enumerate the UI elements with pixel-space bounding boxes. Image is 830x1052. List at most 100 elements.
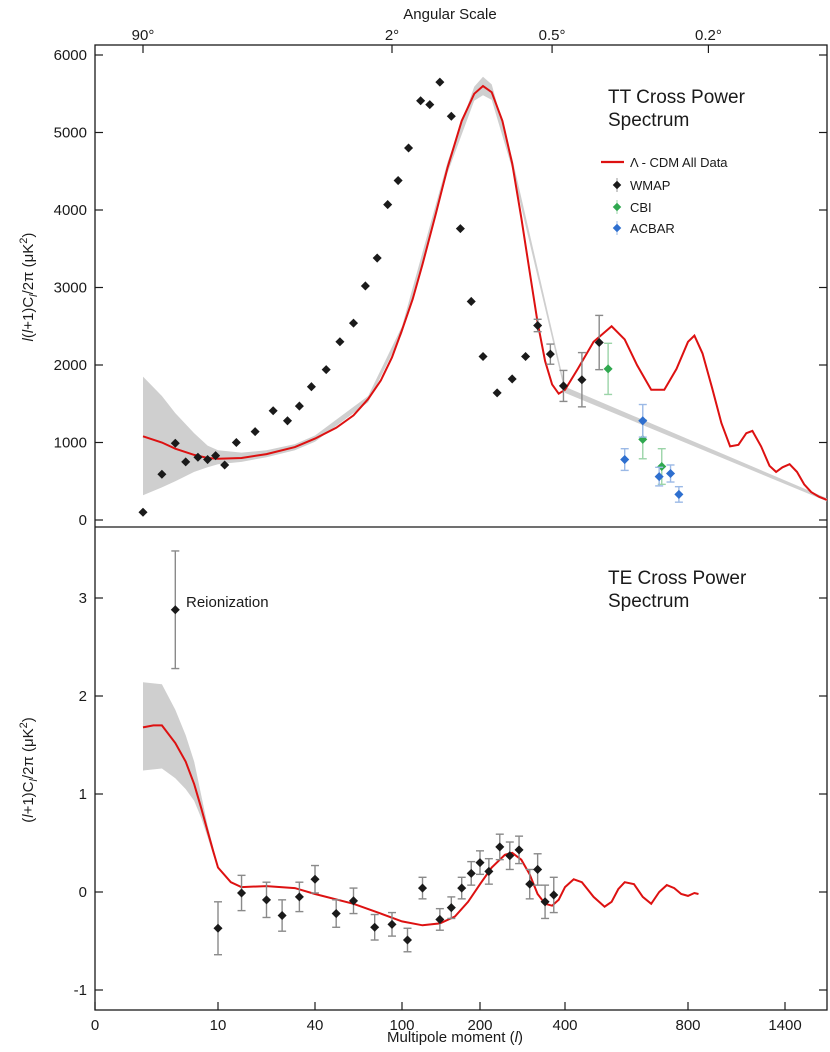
te-wmap-point (294, 892, 304, 902)
bottom-axis-ticks: 0 10 40 100 200 400 800 1400 (91, 1002, 802, 1034)
tt-wmap-point (220, 460, 230, 470)
te-wmap-point (495, 842, 505, 852)
te-ytick-label: -1 (74, 982, 87, 999)
te-wmap-point (277, 910, 287, 921)
te-ytick-label: 1 (79, 786, 87, 803)
tt-wmap-point (250, 427, 260, 437)
tt-band-area (143, 76, 827, 502)
te-wmap-point (310, 874, 320, 884)
tt-wmap-point (455, 224, 465, 234)
legend-label-model: Λ - CDM All Data (630, 155, 728, 170)
top-tick-label: 0.5° (539, 27, 566, 44)
te-wmap-point (533, 864, 543, 874)
tt-ytick-label: 2000 (54, 357, 87, 374)
te-wmap-point (417, 883, 428, 893)
te-y-axis: -1 0 1 2 3 (74, 590, 827, 999)
tt-wmap-point (446, 111, 456, 121)
tt-y-axis-label: l(l+1)Cl/2π (μK2) (18, 233, 40, 342)
tt-wmap-point (393, 176, 403, 186)
tt-title-line-2: Spectrum (608, 110, 689, 131)
tt-wmap-point (435, 77, 445, 87)
te-wmap-point (387, 919, 397, 929)
tt-wmap-point (348, 318, 359, 328)
te-wmap-point (213, 923, 223, 933)
tt-wmap-point (181, 457, 191, 467)
tt-ytick-label: 5000 (54, 125, 87, 142)
tt-ytick-label: 0 (79, 512, 87, 529)
te-wmap-point (457, 883, 467, 893)
legend-cbi-marker (612, 202, 622, 212)
legend-label-wmap: WMAP (630, 178, 670, 193)
tt-wmap-point (335, 337, 345, 347)
top-axis-ticks: 90° 2° 0.5° 0.2° (132, 27, 722, 53)
tt-title-line-1: TT Cross Power (608, 87, 746, 108)
te-wmap-point (237, 888, 247, 898)
te-ytick-label: 2 (79, 688, 87, 705)
tt-wmap-point (268, 406, 278, 416)
xtick-label: 800 (675, 1017, 700, 1034)
tt-wmap-point (170, 438, 180, 448)
tt-wmap-point (321, 365, 331, 375)
xtick-label: 400 (552, 1017, 577, 1034)
tt-wmap-point (231, 437, 241, 448)
te-wmap-point (331, 909, 341, 919)
tt-acbar-point (638, 416, 648, 426)
tt-wmap-point (533, 320, 543, 331)
xtick-label: 200 (467, 1017, 492, 1034)
tt-model-line (142, 84, 828, 501)
tt-acbar-point (674, 489, 684, 499)
tt-ytick-label: 4000 (54, 202, 87, 219)
te-model-curve (142, 724, 699, 927)
te-wmap-point (261, 895, 272, 905)
xtick-label: 40 (307, 1017, 324, 1034)
tt-model-curve (142, 84, 828, 501)
tt-wmap-point (360, 281, 370, 291)
te-wmap-point (540, 897, 550, 907)
te-ytick-label: 0 (79, 884, 87, 901)
tt-wmap-point (193, 452, 203, 462)
xtick-label: 100 (389, 1017, 414, 1034)
tt-wmap-point (507, 374, 517, 384)
te-error-band (143, 682, 218, 868)
tt-wmap-point (306, 382, 316, 392)
tt-wmap-point (416, 96, 426, 106)
te-wmap-point (446, 903, 456, 913)
tt-wmap-point (294, 401, 304, 411)
tt-wmap-point (372, 253, 382, 263)
xtick-label: 1400 (768, 1017, 801, 1034)
top-tick-label: 2° (385, 27, 399, 44)
tt-wmap-point (594, 337, 604, 348)
xtick-label: 0 (91, 1017, 99, 1034)
top-tick-label: 90° (132, 27, 155, 44)
tt-wmap-point (478, 351, 488, 362)
tt-wmap-point (466, 296, 476, 306)
tt-ytick-label: 6000 (54, 47, 87, 64)
te-wmap-point (475, 858, 485, 868)
tt-wmap-point (282, 416, 293, 426)
legend-wmap-marker (612, 180, 622, 190)
te-ytick-label: 3 (79, 590, 87, 607)
te-wmap-point (484, 866, 494, 876)
legend-label-acbar: ACBAR (630, 221, 675, 236)
x-axis-title: Multipole moment (l) (387, 1029, 523, 1046)
te-wmap-point (402, 935, 413, 945)
tt-wmap-point (383, 200, 393, 210)
tt-legend: Λ - CDM All Data WMAP CBI ACBAR (601, 155, 728, 236)
top-axis-title: Angular Scale (403, 6, 496, 23)
tt-wmap-point (203, 455, 213, 465)
tt-wmap-point (545, 349, 555, 359)
tt-wmap-point (577, 375, 587, 385)
te-title-line-2: Spectrum (608, 591, 689, 612)
tt-acbar-point (620, 455, 630, 465)
te-title-line-1: TE Cross Power (608, 568, 747, 589)
tt-wmap-point (521, 351, 531, 362)
top-tick-label: 0.2° (695, 27, 722, 44)
te-wmap-point (549, 890, 559, 900)
tt-wmap-point (211, 451, 221, 461)
tt-ytick-label: 1000 (54, 435, 87, 452)
te-data-points (170, 550, 559, 956)
tt-wmap-point (138, 507, 148, 517)
te-wmap-point (170, 605, 180, 615)
tt-y-axis: 0 1000 2000 3000 4000 5000 6000 (54, 47, 827, 529)
